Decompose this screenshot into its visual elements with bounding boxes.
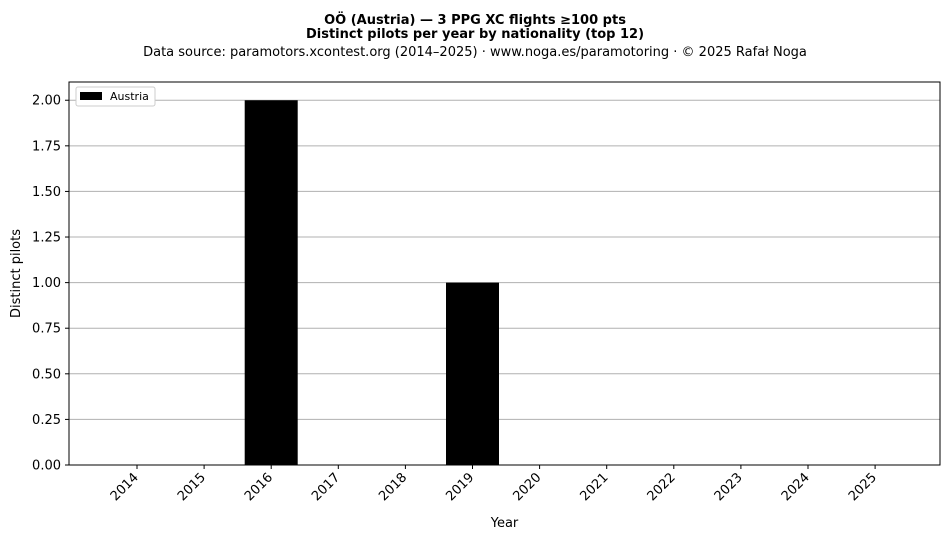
y-tick-label: 1.50 [32, 185, 61, 200]
chart-title: OÖ (Austria) — 3 PPG XC flights ≥100 pts [324, 12, 626, 28]
x-tick-label-2024: 2024 [779, 470, 813, 504]
x-tick-label-2021: 2021 [578, 470, 612, 504]
y-axis-label: Distinct pilots [9, 229, 24, 318]
legend: Austria [75, 86, 156, 107]
y-tick-label: 2.00 [32, 94, 61, 109]
legend-label-austria: Austria [110, 90, 149, 103]
x-tick-label-2018: 2018 [376, 470, 410, 504]
y-axis: 0.00 0.25 0.50 0.75 1.00 1.25 1.50 1.75 2.00 [32, 94, 69, 474]
x-tick-label-2020: 2020 [510, 470, 544, 504]
chart-subtitle: Distinct pilots per year by nationality … [306, 27, 644, 42]
y-tick-label: 1.75 [32, 139, 61, 154]
x-tick-label-2014: 2014 [108, 470, 142, 504]
chart-source: Data source: paramotors.xcontest.org (20… [143, 45, 807, 60]
y-tick-label: 1.00 [32, 276, 61, 291]
x-tick-label-2019: 2019 [443, 470, 477, 504]
y-tick-label: 0.00 [32, 459, 61, 474]
y-tick-label: 0.50 [32, 367, 61, 382]
y-tick-label: 1.25 [32, 231, 61, 246]
bar-2019 [446, 282, 499, 465]
x-tick-label-2023: 2023 [712, 470, 746, 504]
x-tick-label-2025: 2025 [846, 470, 880, 504]
x-tick-label-2015: 2015 [175, 470, 209, 504]
legend-frame [75, 86, 156, 107]
y-tick-label: 0.75 [32, 322, 61, 337]
bar-layer [244, 100, 499, 465]
x-tick-label-2017: 2017 [309, 470, 343, 504]
x-tick-label-2022: 2022 [645, 470, 679, 504]
plot-frame [68, 81, 941, 466]
x-axis-label: Year [490, 516, 519, 531]
bar-2016 [244, 100, 298, 465]
y-tick-label: 0.25 [32, 413, 61, 428]
x-tick-label-2016: 2016 [242, 470, 276, 504]
legend-swatch-austria [80, 92, 102, 100]
x-axis: 2014 2015 2016 2017 2018 2019 2020 2021 2022 2023… [108, 465, 880, 504]
grid-layer [69, 99, 940, 420]
